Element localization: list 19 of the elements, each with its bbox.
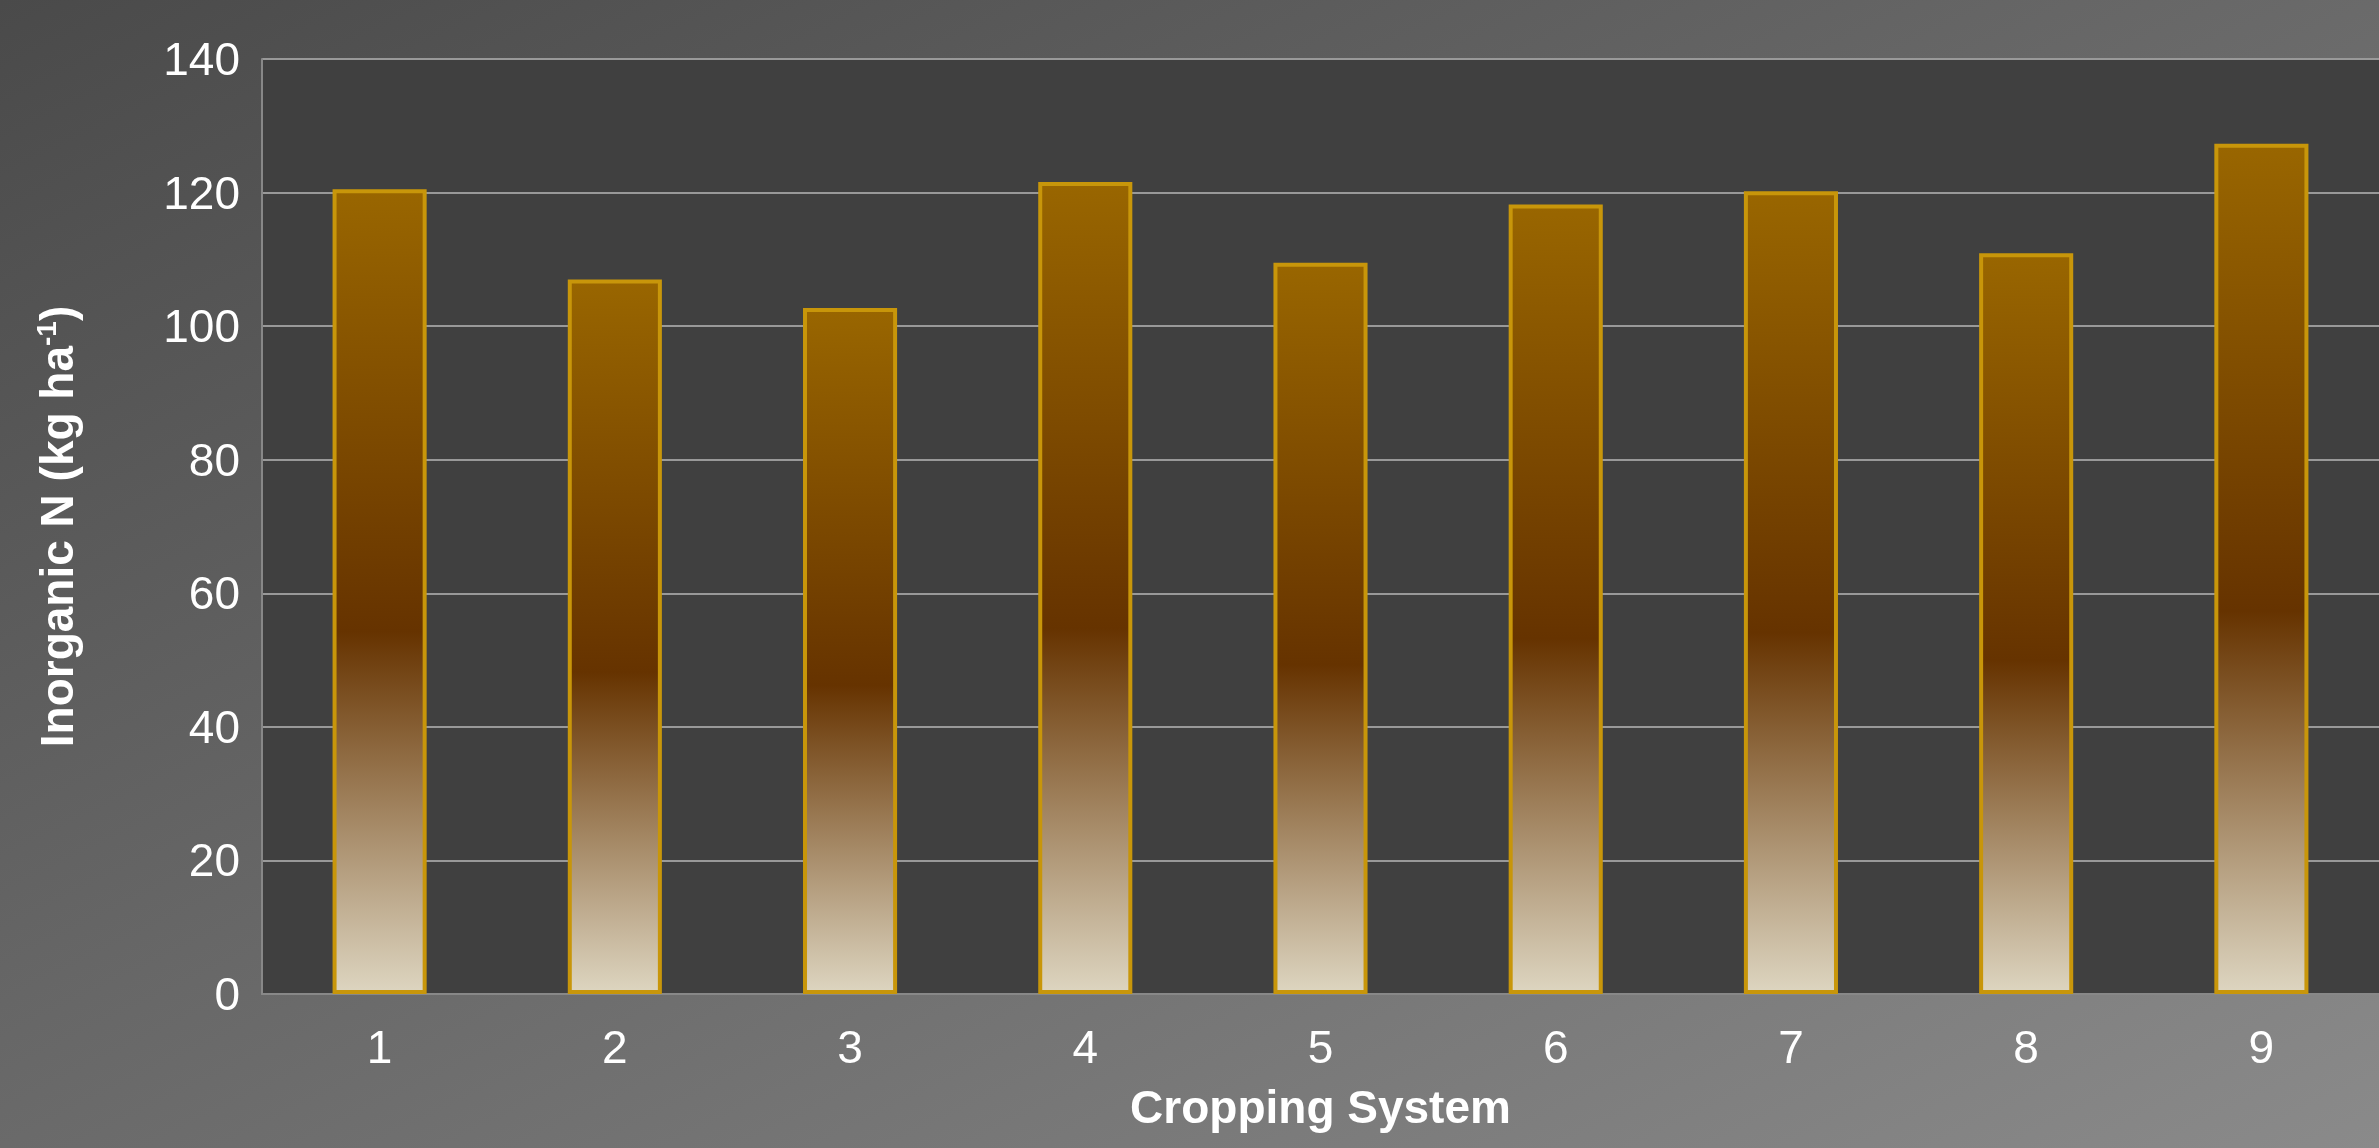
x-tick-label: 5 (1307, 1021, 1334, 1073)
x-tick-label: 7 (1778, 1021, 1804, 1073)
x-tick-label: 9 (2248, 1021, 2275, 1073)
x-tick-label: 1 (366, 1021, 393, 1073)
y-tick-label: 60 (188, 567, 240, 620)
y-axis-title: Inorganic N (kg ha-1) (30, 305, 83, 748)
y-tick-label: 40 (188, 700, 240, 753)
x-tick-label: 2 (602, 1021, 628, 1073)
y-tick-label: 0 (214, 968, 240, 1020)
y-tick-label: 100 (163, 300, 240, 353)
y-tick-label: 120 (163, 166, 240, 219)
x-axis-title: Cropping System (1130, 1081, 1511, 1133)
x-tick-label: 4 (1072, 1021, 1099, 1073)
x-tick-label: 3 (837, 1021, 863, 1073)
y-tick-label: 140 (163, 33, 240, 85)
y-tick-label: 80 (188, 433, 240, 486)
x-tick-label: 6 (1542, 1021, 1569, 1073)
x-tick-label: 8 (2013, 1021, 2039, 1073)
y-tick-label: 20 (188, 834, 240, 887)
